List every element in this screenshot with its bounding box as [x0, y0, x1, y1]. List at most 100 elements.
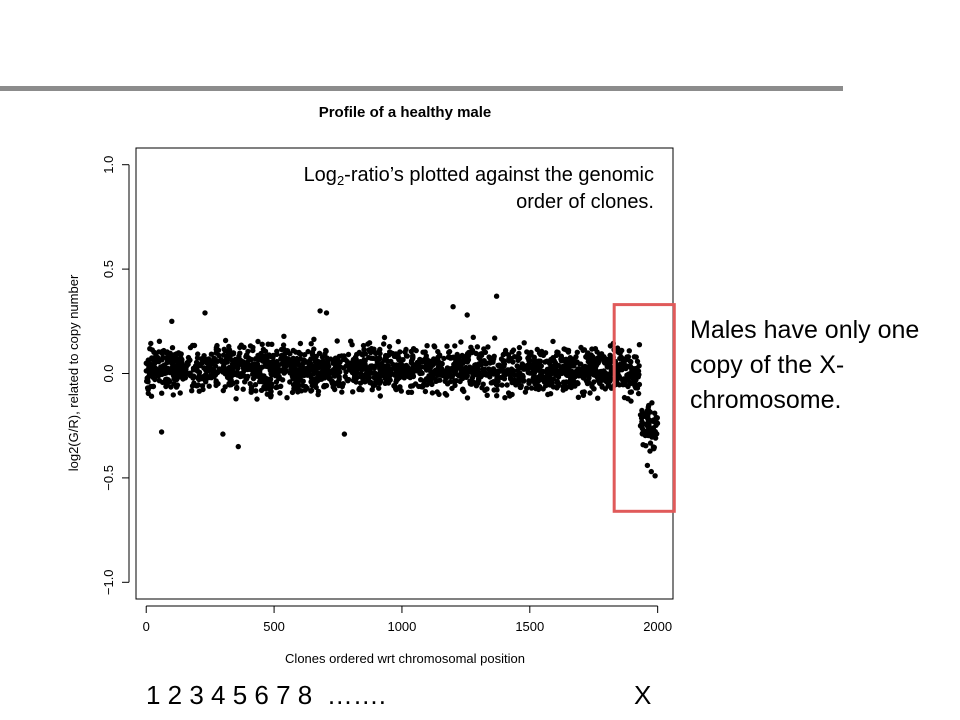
- data-point: [272, 364, 278, 370]
- data-point: [221, 360, 228, 366]
- data-point: [315, 391, 321, 398]
- data-point: [594, 362, 600, 368]
- data-point: [435, 368, 441, 374]
- data-point: [187, 344, 194, 351]
- data-point: [159, 350, 166, 357]
- data-point: [163, 370, 169, 376]
- data-point: [290, 347, 296, 354]
- data-point: [366, 374, 372, 381]
- data-point: [454, 351, 460, 358]
- data-point: [627, 389, 633, 395]
- data-point: [208, 360, 214, 366]
- data-point: [371, 374, 377, 381]
- data-point: [248, 389, 254, 395]
- data-point: [595, 395, 601, 401]
- data-point: [280, 342, 287, 348]
- data-point: [520, 374, 526, 380]
- y-tick-label: 1.0: [101, 156, 116, 174]
- data-point: [254, 396, 260, 402]
- y-axis: −1.0 −0.5 0.0 0.5 1.0: [101, 156, 130, 595]
- data-point: [322, 375, 328, 381]
- data-point: [606, 357, 613, 363]
- data-point: [308, 341, 314, 347]
- data-point: [366, 354, 372, 361]
- data-point: [386, 343, 393, 350]
- data-point: [643, 430, 649, 436]
- data-point: [206, 383, 212, 389]
- data-point: [263, 353, 269, 360]
- data-point: [447, 378, 454, 385]
- data-point: [437, 363, 443, 369]
- data-point: [372, 382, 378, 388]
- data-point: [309, 351, 316, 358]
- data-point: [350, 356, 357, 363]
- data-point: [638, 421, 645, 428]
- data-point: [174, 382, 181, 388]
- data-point: [443, 368, 449, 374]
- data-point: [625, 396, 631, 402]
- data-point: [628, 364, 634, 371]
- x-tick-label: 1000: [387, 619, 416, 634]
- data-point: [475, 376, 482, 382]
- data-point: [393, 368, 400, 374]
- data-point: [388, 369, 394, 376]
- data-point: [567, 381, 573, 387]
- data-point: [527, 357, 533, 364]
- data-point: [225, 352, 232, 358]
- data-point: [516, 355, 523, 361]
- data-point: [478, 352, 485, 358]
- data-point: [253, 388, 259, 394]
- data-point: [339, 353, 345, 359]
- data-point: [434, 389, 440, 395]
- data-point: [376, 349, 382, 355]
- data-point: [300, 360, 307, 367]
- data-point: [152, 365, 159, 371]
- data-point: [350, 377, 357, 384]
- data-point: [417, 370, 423, 377]
- data-point: [323, 310, 330, 316]
- data-point: [652, 473, 658, 479]
- data-point: [148, 393, 155, 399]
- data-point: [585, 358, 591, 365]
- data-point: [228, 374, 234, 380]
- data-point: [473, 366, 479, 373]
- data-point: [289, 363, 296, 369]
- data-point: [356, 386, 362, 393]
- data-point: [432, 344, 438, 350]
- data-point: [607, 374, 613, 380]
- data-point: [334, 338, 340, 344]
- data-point: [363, 371, 369, 377]
- data-point: [159, 390, 165, 396]
- data-point: [575, 366, 582, 372]
- data-point: [589, 346, 595, 352]
- data-point: [638, 411, 645, 418]
- data-point: [607, 343, 614, 349]
- data-point: [565, 347, 572, 354]
- data-point: [515, 372, 521, 378]
- data-point: [393, 376, 400, 383]
- annotation-subscript: 2: [336, 173, 345, 188]
- data-point: [216, 352, 222, 359]
- data-point: [422, 388, 429, 395]
- data-point: [501, 358, 507, 364]
- chromosome-x-label: X: [634, 680, 652, 710]
- x-axis-label: Clones ordered wrt chromosomal position: [285, 651, 525, 666]
- data-point: [358, 371, 364, 377]
- data-point: [178, 364, 185, 370]
- data-point: [222, 337, 229, 344]
- data-point: [464, 372, 470, 379]
- data-point: [522, 366, 529, 372]
- data-point: [225, 367, 232, 374]
- data-point: [552, 361, 559, 367]
- data-point: [585, 379, 591, 385]
- data-point: [376, 380, 383, 386]
- data-point: [221, 346, 227, 352]
- data-point: [281, 351, 287, 358]
- data-point: [450, 354, 456, 360]
- data-point: [430, 362, 436, 368]
- x-tick-label: 2000: [643, 619, 672, 634]
- data-point: [575, 394, 582, 400]
- data-point: [644, 415, 651, 421]
- data-point: [158, 429, 165, 435]
